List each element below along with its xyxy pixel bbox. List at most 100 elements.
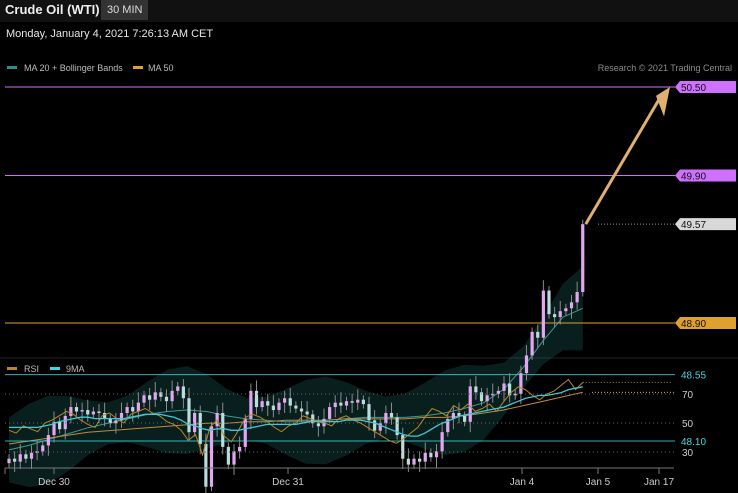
candle: [181, 386, 185, 399]
rsi-ma9-line: [9, 386, 583, 437]
rsi-legend-swatch: [7, 367, 17, 370]
candle: [148, 395, 152, 400]
candle: [18, 454, 22, 462]
candle: [13, 458, 17, 462]
candle: [209, 426, 214, 487]
candle: [474, 386, 478, 393]
candle: [339, 402, 343, 406]
candle: [249, 390, 253, 419]
ma20-legend-label: MA 20 + Bollinger Bands: [24, 63, 123, 73]
candle: [575, 292, 579, 303]
candle: [451, 412, 455, 419]
candle: [519, 373, 523, 394]
candle: [328, 407, 332, 419]
candle: [361, 399, 365, 405]
x-tick-label: Jan 17: [644, 477, 674, 488]
candle: [69, 407, 73, 416]
candle: [103, 412, 107, 419]
timestamp: Monday, January 4, 2021 7:26:13 AM CET: [6, 28, 214, 40]
ma50-legend-label: MA 50: [148, 63, 174, 73]
candle: [401, 435, 405, 459]
candle: [350, 401, 354, 403]
candle: [423, 452, 427, 462]
candle: [204, 443, 208, 487]
timeframe-badge[interactable]: 30 MIN: [101, 0, 149, 20]
level-label-48.1: 48.10: [681, 437, 706, 448]
candle: [446, 418, 450, 433]
target-arrow-shaft: [584, 93, 664, 225]
candle: [294, 405, 298, 409]
candle: [58, 421, 62, 430]
candle: [176, 386, 180, 391]
level-label-48.55: 48.55: [681, 371, 706, 382]
candle: [91, 411, 95, 415]
candle: [378, 423, 382, 431]
candle: [159, 392, 163, 397]
candle: [468, 386, 472, 422]
level-label-49.9: 49.90: [681, 172, 706, 183]
rsi-tick-label: 70: [682, 390, 694, 401]
level-label-49.57: 49.57: [681, 220, 706, 231]
candle: [283, 398, 287, 403]
candle: [24, 454, 28, 459]
rsi-line: [8, 378, 584, 457]
candle: [226, 446, 230, 465]
candle: [463, 415, 467, 422]
candle: [232, 451, 236, 465]
ma20-legend-swatch: [7, 66, 17, 69]
candle: [373, 420, 377, 431]
candle: [80, 410, 84, 412]
level-tag-pivot: [675, 317, 736, 329]
candle: [238, 446, 242, 452]
candle: [288, 398, 292, 406]
candle: [142, 395, 146, 403]
ma9-legend-swatch: [50, 367, 60, 370]
candle: [260, 401, 264, 408]
candle: [41, 445, 45, 452]
candle: [243, 418, 247, 447]
candle: [558, 311, 562, 318]
candle: [395, 417, 399, 436]
candle: [187, 398, 191, 433]
candle: [541, 290, 545, 338]
candle: [536, 331, 540, 338]
candle: [114, 420, 118, 424]
candle: [153, 392, 157, 400]
candle: [344, 401, 349, 406]
candle: [581, 224, 585, 293]
candle: [333, 402, 337, 408]
target-arrow-head: [656, 87, 670, 117]
level-tag-last: [675, 218, 736, 231]
candle: [513, 393, 517, 396]
x-tick-label: Dec 31: [272, 477, 304, 488]
candle: [97, 411, 101, 413]
candle: [119, 412, 124, 421]
rsi-legend-label: RSI: [24, 364, 39, 374]
title-bar: Crude Oil (WTI) 30 MIN: [0, 0, 738, 22]
level-label-48.9: 48.90: [681, 319, 706, 330]
x-tick-label: Jan 5: [586, 477, 611, 488]
level-tag-target: [675, 81, 736, 93]
bollinger-band: [9, 266, 583, 488]
candle: [508, 383, 512, 396]
candle: [553, 314, 557, 318]
candle: [136, 402, 140, 412]
candle: [485, 395, 489, 402]
candle: [46, 435, 50, 446]
candle: [479, 392, 484, 402]
candle: [125, 407, 129, 413]
candle: [305, 411, 309, 415]
candle: [564, 308, 568, 312]
candle: [254, 390, 259, 408]
ma50-legend-swatch: [133, 66, 143, 69]
candle: [530, 331, 534, 356]
candle: [496, 390, 500, 394]
x-tick-label: Jan 4: [510, 477, 535, 488]
credit-text: Research © 2021 Trading Central: [597, 63, 732, 73]
level-tag-resistance: [675, 169, 736, 182]
candle: [74, 407, 79, 412]
candle: [434, 451, 439, 458]
candle: [271, 405, 275, 411]
candle: [311, 414, 315, 424]
